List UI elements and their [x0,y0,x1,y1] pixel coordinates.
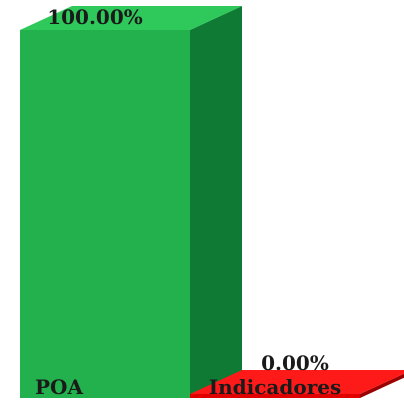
category-label-indicadores: Indicadores [209,375,341,399]
data-label-indicadores: 0.00% [261,351,329,375]
bar-side-poa [190,6,242,398]
bar-poa [20,30,190,398]
bar-top-indicadores [190,370,404,394]
bar-indicadores [190,394,360,398]
category-label-poa: POA [35,375,83,399]
data-label-poa: 100.00% [47,5,143,29]
bar-side-indicadores [360,373,404,398]
bar-top-poa [20,6,242,30]
